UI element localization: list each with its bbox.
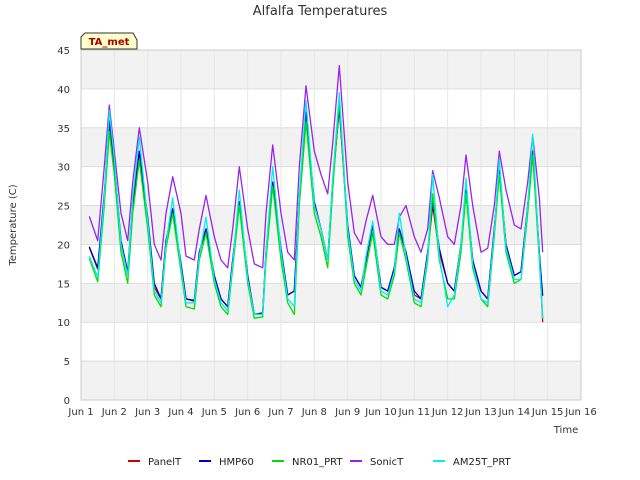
legend-label: HMP60 — [219, 457, 254, 468]
x-tick-label: Jun 13 — [464, 407, 497, 418]
station-label: TA_met — [89, 37, 130, 48]
y-tick-label: 30 — [57, 163, 70, 174]
legend-label: AM25T_PRT — [453, 457, 512, 468]
background-band — [81, 50, 581, 89]
x-tick-label: Jun 11 — [398, 407, 431, 418]
x-axis-ticks: Jun 1 Jun 2 Jun 3 Jun 4 Jun 5 Jun 6 Jun 7 Jun 8… — [67, 407, 596, 418]
x-tick-label: Jun 4 — [167, 407, 193, 418]
station-label-box — [80, 32, 138, 50]
x-tick-label: Jun 14 — [498, 407, 531, 418]
x-tick-label: Jun 8 — [301, 407, 327, 418]
x-tick-label: Jun 10 — [364, 407, 397, 418]
legend: PanelT HMP60 NR01_PRT SonicT AM25T_PRT — [128, 457, 512, 468]
background-band — [81, 283, 581, 323]
x-tick-label: Jun 6 — [234, 407, 260, 418]
legend-item: AM25T_PRT — [433, 457, 512, 468]
background-band — [81, 361, 581, 400]
legend-item: NR01_PRT — [272, 457, 343, 468]
x-tick-label: Jun 5 — [201, 407, 227, 418]
plot-area — [80, 49, 582, 401]
legend-item: SonicT — [350, 457, 404, 468]
legend-label: SonicT — [370, 457, 404, 468]
x-tick-label: Jun 9 — [334, 407, 360, 418]
legend-item: PanelT — [128, 457, 182, 468]
background-band — [81, 322, 581, 362]
x-tick-label: Jun 12 — [431, 407, 464, 418]
x-tick-label: Jun 2 — [101, 407, 127, 418]
background-band — [81, 88, 581, 128]
chart-title: Alfalfa Temperatures — [253, 4, 388, 19]
y-tick-label: 35 — [57, 124, 70, 135]
y-tick-label: 45 — [57, 46, 70, 57]
y-tick-label: 25 — [57, 202, 70, 213]
series-line-sonict — [88, 64, 544, 269]
y-tick-label: 15 — [57, 279, 70, 290]
series-line-am25t-prt — [88, 92, 544, 319]
legend-item: HMP60 — [199, 457, 254, 468]
y-axis-title: Temperature (C) — [8, 184, 19, 266]
y-axis-ticks: 0 5 10 15 20 25 30 35 40 45 — [57, 46, 70, 407]
y-tick-label: 5 — [64, 357, 70, 368]
x-axis-title: Time — [553, 425, 578, 436]
x-tick-label: Jun 16 — [564, 407, 597, 418]
x-tick-label: Jun 1 — [67, 407, 93, 418]
x-tick-label: Jun 3 — [134, 407, 160, 418]
legend-label: NR01_PRT — [292, 457, 343, 468]
legend-label: PanelT — [148, 457, 182, 468]
x-tick-label: Jun 7 — [267, 407, 293, 418]
y-tick-label: 40 — [57, 85, 70, 96]
station-label-badge: TA_met — [80, 32, 138, 50]
x-tick-label: Jun 15 — [531, 407, 564, 418]
y-tick-label: 0 — [64, 396, 70, 407]
y-tick-label: 10 — [57, 318, 70, 329]
series-lines — [88, 64, 544, 323]
y-tick-label: 20 — [57, 240, 70, 251]
